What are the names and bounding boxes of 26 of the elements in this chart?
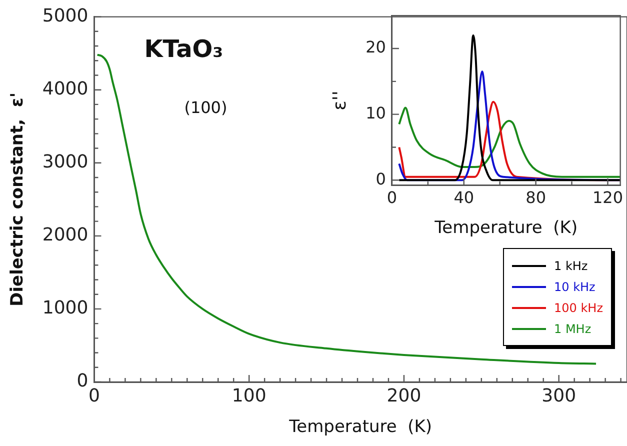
- x-tick-label: 300: [542, 385, 576, 406]
- x-tick-label: 40: [454, 188, 474, 208]
- y-axis-title: ε'': [329, 90, 350, 110]
- y-axis-title: Dielectric constant, ε': [8, 92, 28, 306]
- legend-label: 1 kHz: [554, 258, 588, 272]
- y-tick-label: 5000: [42, 5, 88, 26]
- y-tick-label: 3000: [42, 152, 88, 173]
- x-tick-label: 100: [232, 385, 266, 406]
- x-tick-label: 200: [386, 385, 422, 406]
- y-tick-label: 1000: [42, 298, 88, 319]
- annotation: (100): [184, 98, 228, 117]
- y-tick-label: 10: [366, 103, 386, 122]
- y-tick-label: 0: [376, 169, 386, 188]
- y-tick-label: 4000: [42, 78, 88, 100]
- line-series: [398, 34, 620, 182]
- x-axis-title: Temperature (K): [288, 417, 432, 438]
- x-axis-title: Temperature (K): [434, 218, 578, 238]
- y-tick-label: 0: [76, 370, 88, 392]
- legend-label: 10 kHz: [554, 280, 596, 294]
- y-tick-label: 2000: [42, 224, 88, 246]
- x-tick-label: 80: [526, 188, 546, 208]
- annotation: KTaO₃: [144, 34, 224, 63]
- x-tick-label: 120: [592, 188, 624, 208]
- y-tick-label: 20: [366, 38, 386, 57]
- legend-label: 100 kHz: [554, 300, 603, 314]
- legend-label: 1 MHz: [554, 322, 592, 336]
